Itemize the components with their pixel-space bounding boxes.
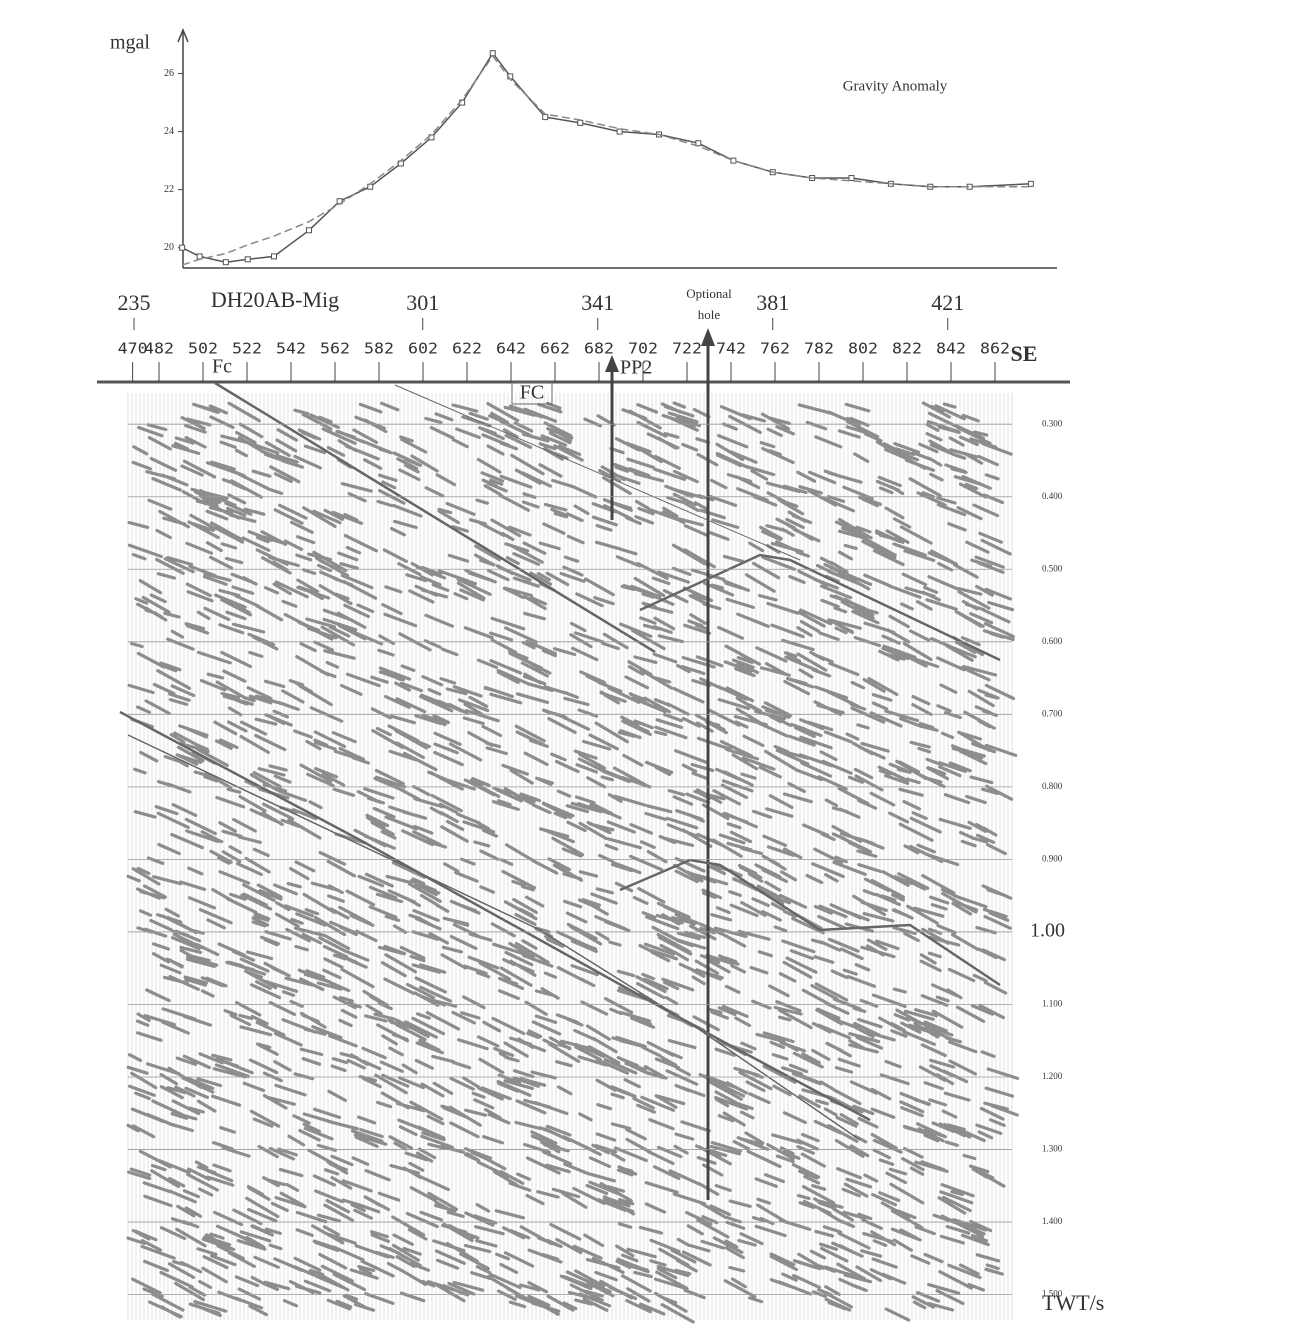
gravity-point xyxy=(730,157,737,164)
horizon-line xyxy=(619,858,1001,987)
fault-label: Fc xyxy=(212,356,232,378)
twt-tick-label: 0.700 xyxy=(1042,708,1063,718)
fault-line xyxy=(214,381,656,654)
station-label: 381 xyxy=(756,290,789,315)
y-tick-label: 26 xyxy=(164,68,174,79)
twt-tick-label: 0.300 xyxy=(1042,418,1063,428)
gravity-point xyxy=(222,259,229,266)
twt-tick-label: 1.500 xyxy=(1042,1289,1063,1299)
horizon-line xyxy=(127,734,861,1141)
y-tick-label: 20 xyxy=(164,242,174,253)
twt-tick-label: 0.600 xyxy=(1042,636,1063,646)
cdp-label: 502 xyxy=(188,340,218,358)
station-label: 421 xyxy=(931,290,964,315)
cdp-label: 562 xyxy=(320,340,350,358)
well-arrowhead xyxy=(605,355,619,372)
station-label: 301 xyxy=(406,290,439,315)
gravity-point xyxy=(306,227,312,234)
cdp-label: 582 xyxy=(364,340,394,358)
hole-label: hole xyxy=(698,307,721,322)
direction: SE xyxy=(1011,341,1038,366)
cdp-label: 762 xyxy=(760,340,790,358)
gravity-point xyxy=(271,253,277,260)
cdp-label: 702 xyxy=(628,340,658,358)
fault-line xyxy=(394,384,801,561)
fault-label: FC xyxy=(520,382,544,404)
twt-tick-label: 1.300 xyxy=(1042,1144,1063,1154)
gravity-point xyxy=(1027,180,1034,187)
twt-tick-label: 0.400 xyxy=(1042,491,1063,501)
cdp-label: 842 xyxy=(936,340,966,358)
gravity-point xyxy=(196,253,203,260)
well-label: PP2 xyxy=(620,357,652,379)
cdp-label: 822 xyxy=(892,340,922,358)
twt-label: TWT/s xyxy=(1042,1290,1104,1315)
station-label: 341 xyxy=(581,290,614,315)
twt-tick-label: 0.800 xyxy=(1042,781,1063,791)
cdp-label: 482 xyxy=(144,340,174,358)
cdp-label: 722 xyxy=(672,340,702,358)
gravity-point xyxy=(577,119,584,126)
gravity-point xyxy=(244,256,251,263)
cdp-label: 522 xyxy=(232,340,262,358)
y-axis-arrow xyxy=(177,28,189,43)
hole-arrowhead xyxy=(701,328,715,346)
fault-label-box xyxy=(511,381,553,405)
twt-tick-label: 0.500 xyxy=(1042,563,1063,573)
twt-tick-label: 1.00 xyxy=(1030,920,1065,942)
cdp-label: 742 xyxy=(716,340,746,358)
twt-tick-label: 0.900 xyxy=(1042,853,1063,863)
section-name: DH20AB-Mig xyxy=(211,287,339,312)
cdp-label: 682 xyxy=(584,340,614,358)
station-label: 235 xyxy=(118,290,151,315)
horizon-line xyxy=(119,710,871,1122)
gravity-point xyxy=(542,114,549,121)
gravity-point xyxy=(179,244,186,251)
gravity-point xyxy=(848,175,855,182)
reflections xyxy=(126,401,1020,1324)
cdp-label: 862 xyxy=(980,340,1010,358)
cdp-label: 622 xyxy=(452,340,482,358)
cdp-label: 642 xyxy=(496,340,526,358)
twt-tick-label: 1.200 xyxy=(1042,1071,1063,1081)
twt-tick-label: 1.100 xyxy=(1042,999,1063,1009)
y-axis-label: mgal xyxy=(110,32,150,54)
seismic-traces xyxy=(126,393,1020,1324)
y-tick-label: 24 xyxy=(164,126,174,137)
cdp-label: 470 xyxy=(118,340,148,358)
cdp-label: 662 xyxy=(540,340,570,358)
gravity-line xyxy=(181,54,1031,266)
cdp-label: 602 xyxy=(408,340,438,358)
gravity-point xyxy=(616,128,623,135)
cdp-label: 802 xyxy=(848,340,878,358)
cdp-label: 542 xyxy=(276,340,306,358)
cdp-label: 782 xyxy=(804,340,834,358)
interpretation xyxy=(119,381,1001,1141)
chart-title: Gravity Anomaly xyxy=(843,78,948,94)
y-tick-label: 22 xyxy=(164,184,174,195)
twt-tick-label: 1.400 xyxy=(1042,1216,1063,1226)
hole-label: Optional xyxy=(686,286,732,301)
horizon-line xyxy=(639,553,1001,662)
